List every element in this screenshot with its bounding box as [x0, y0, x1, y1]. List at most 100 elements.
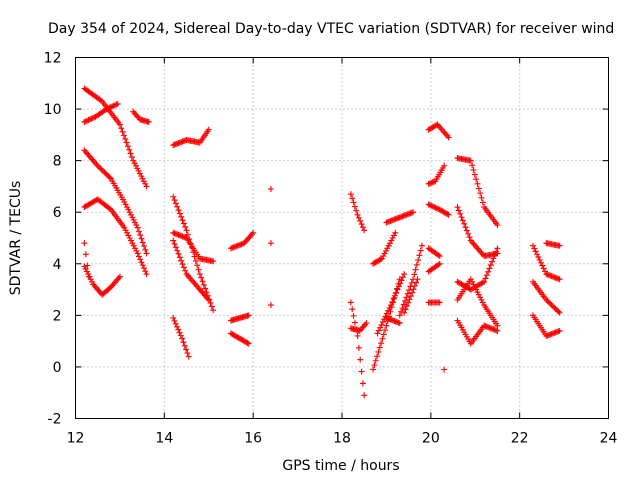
data-point-marker — [406, 287, 413, 294]
data-point-marker — [82, 265, 89, 272]
data-point-marker — [556, 242, 563, 249]
data-point-marker — [132, 219, 139, 226]
data-point-marker — [398, 277, 405, 284]
data-point-marker — [170, 193, 177, 200]
data-point-marker — [469, 162, 476, 169]
series-track-43 — [529, 312, 563, 339]
data-point-marker — [474, 289, 481, 296]
data-point-marker — [86, 116, 93, 123]
data-point-marker — [410, 286, 417, 293]
data-point-marker — [198, 274, 205, 281]
data-point-marker — [85, 273, 92, 280]
data-point-marker — [107, 104, 114, 111]
data-point-marker — [129, 214, 136, 221]
data-point-marker — [391, 292, 398, 299]
data-point-marker — [406, 296, 413, 303]
data-point-marker — [130, 216, 137, 223]
data-point-marker — [485, 268, 492, 275]
data-point-marker — [457, 210, 464, 217]
data-point-marker — [489, 258, 496, 265]
data-point-marker — [350, 199, 357, 206]
data-point-marker — [388, 237, 395, 244]
data-point-marker — [433, 205, 440, 212]
series-track-33 — [425, 260, 443, 275]
data-point-marker — [549, 303, 556, 310]
data-point-marker — [358, 221, 365, 228]
data-point-marker — [361, 227, 368, 234]
data-point-marker — [191, 280, 198, 287]
data-point-marker — [138, 259, 145, 266]
data-point-marker — [410, 209, 417, 216]
data-point-marker — [474, 245, 481, 252]
data-point-marker — [196, 271, 203, 278]
data-point-marker — [132, 245, 139, 252]
data-point-marker — [142, 246, 149, 253]
series-track-34 — [425, 299, 443, 306]
data-point-marker — [124, 229, 131, 236]
data-point-marker — [134, 224, 141, 231]
data-point-marker — [82, 148, 89, 155]
data-point-marker — [470, 281, 477, 288]
series-track-12 — [170, 314, 192, 360]
data-point-marker — [396, 320, 403, 327]
series-track-01 — [81, 85, 150, 190]
data-point-marker — [192, 257, 199, 264]
data-point-marker — [351, 203, 358, 210]
data-point-marker — [399, 274, 406, 281]
data-point-marker — [82, 251, 89, 258]
data-point-marker — [359, 380, 366, 387]
data-point-marker — [413, 261, 420, 268]
data-point-marker — [548, 302, 555, 309]
data-point-marker — [353, 207, 360, 214]
data-point-marker — [121, 224, 128, 231]
data-point-marker — [483, 272, 490, 279]
data-point-marker — [179, 335, 186, 342]
data-point-marker — [131, 160, 138, 167]
x-tick-label: 12 — [67, 431, 85, 447]
data-point-marker — [187, 275, 194, 282]
data-point-marker — [126, 209, 133, 216]
data-point-marker — [172, 200, 179, 207]
data-point-marker — [445, 134, 452, 141]
data-point-marker — [412, 266, 419, 273]
data-point-marker — [120, 132, 127, 139]
data-point-marker — [179, 261, 186, 268]
data-point-marker — [415, 257, 422, 264]
data-point-marker — [175, 207, 182, 214]
data-point-marker — [481, 278, 488, 285]
data-point-marker — [375, 348, 382, 355]
data-point-marker — [475, 246, 482, 253]
data-point-marker — [378, 321, 385, 328]
data-point-marker — [494, 322, 501, 329]
x-tick-labels: 12 14 16 18 20 22 24 — [67, 431, 618, 447]
data-point-marker — [469, 278, 476, 285]
data-point-marker — [85, 117, 92, 124]
series-track-13 — [227, 229, 257, 252]
data-point-marker — [122, 201, 129, 208]
data-point-marker — [100, 167, 107, 174]
data-point-marker — [380, 253, 387, 260]
data-point-marker — [190, 278, 197, 285]
data-point-marker — [473, 176, 480, 183]
data-point-marker — [467, 157, 474, 164]
data-point-marker — [116, 121, 123, 128]
series-track-23 — [370, 229, 399, 267]
data-point-marker — [267, 186, 274, 193]
series-track-42 — [529, 278, 563, 316]
data-point-marker — [383, 322, 390, 329]
data-point-marker — [104, 171, 111, 178]
data-point-marker — [432, 204, 439, 211]
data-point-marker — [494, 327, 501, 334]
data-point-marker — [539, 262, 546, 269]
data-point-marker — [114, 100, 121, 107]
data-point-marker — [491, 252, 498, 259]
data-point-marker — [411, 271, 418, 278]
data-point-marker — [541, 268, 548, 275]
data-point-marker — [400, 301, 407, 308]
data-point-marker — [184, 350, 191, 357]
data-point-marker — [402, 297, 409, 304]
data-point-marker — [398, 308, 405, 315]
data-point-marker — [359, 324, 366, 331]
data-point-marker — [183, 271, 190, 278]
data-point-marker — [402, 306, 409, 313]
